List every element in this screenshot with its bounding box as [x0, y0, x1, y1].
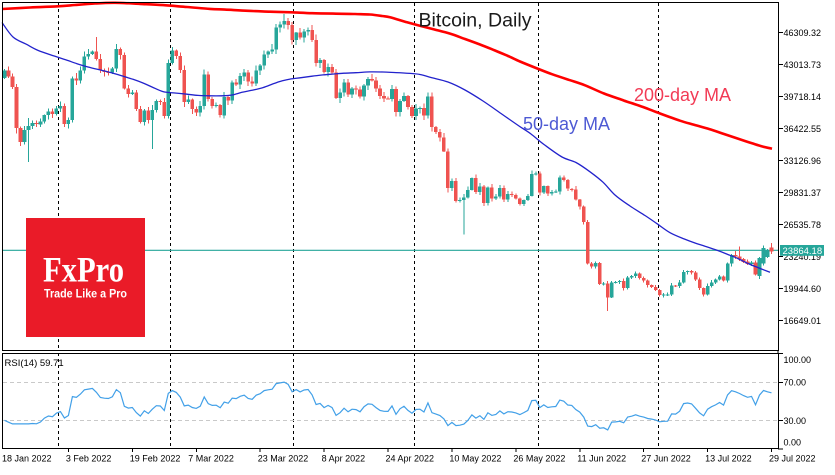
svg-text:23864.18: 23864.18	[783, 246, 823, 257]
svg-text:29 Jul 2022: 29 Jul 2022	[769, 454, 816, 464]
svg-text:43013.73: 43013.73	[784, 60, 822, 70]
svg-text:24 Apr 2022: 24 Apr 2022	[386, 454, 435, 464]
svg-text:26535.78: 26535.78	[784, 220, 822, 230]
svg-text:FxPro: FxPro	[43, 250, 124, 290]
svg-text:23 Mar 2022: 23 Mar 2022	[258, 454, 309, 464]
svg-text:0.00: 0.00	[784, 438, 802, 448]
svg-text:18 Jan 2022: 18 Jan 2022	[2, 454, 52, 464]
svg-text:19944.60: 19944.60	[784, 284, 822, 294]
svg-text:39718.14: 39718.14	[784, 92, 822, 102]
svg-text:23240.19: 23240.19	[784, 252, 822, 262]
svg-text:46309.32: 46309.32	[784, 28, 822, 38]
svg-text:100.00: 100.00	[784, 355, 812, 365]
svg-text:10 May 2022: 10 May 2022	[449, 454, 501, 464]
svg-text:19 Feb 2022: 19 Feb 2022	[130, 454, 181, 464]
svg-text:Bitcoin, Daily: Bitcoin, Daily	[419, 11, 533, 32]
svg-text:200-day MA: 200-day MA	[634, 85, 731, 105]
svg-text:27 Jun 2022: 27 Jun 2022	[641, 454, 691, 464]
svg-text:29831.37: 29831.37	[784, 188, 822, 198]
svg-text:11 Jun 2022: 11 Jun 2022	[577, 454, 626, 464]
svg-text:RSI(14) 59.71: RSI(14) 59.71	[5, 358, 64, 369]
svg-text:30.00: 30.00	[784, 416, 807, 426]
svg-text:8 Apr 2022: 8 Apr 2022	[322, 454, 366, 464]
svg-text:3 Feb 2022: 3 Feb 2022	[66, 454, 112, 464]
svg-text:50-day MA: 50-day MA	[523, 114, 610, 134]
svg-text:36422.55: 36422.55	[784, 124, 822, 134]
svg-text:Trade Like a Pro: Trade Like a Pro	[44, 286, 127, 300]
svg-text:70.00: 70.00	[784, 378, 807, 388]
svg-text:26 May 2022: 26 May 2022	[513, 454, 565, 464]
svg-text:13 Jul 2022: 13 Jul 2022	[705, 454, 752, 464]
svg-text:33126.96: 33126.96	[784, 156, 822, 166]
svg-text:16649.01: 16649.01	[784, 316, 822, 326]
svg-text:7 Mar 2022: 7 Mar 2022	[188, 454, 234, 464]
